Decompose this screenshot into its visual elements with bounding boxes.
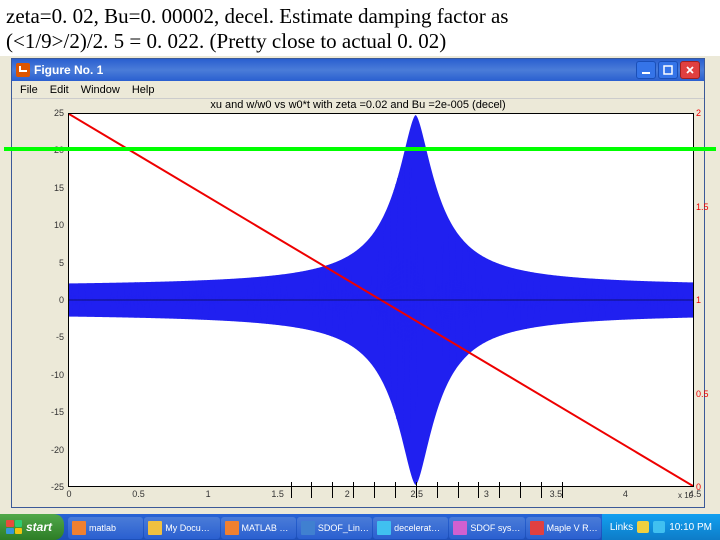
caption-line2: (<1/9>/2)/2. 5 = 0. 022. (Pretty close t… xyxy=(6,29,714,54)
taskbar-app-label: matlab xyxy=(89,523,116,533)
plot-title: xu and w/w0 vs w0*t with zeta =0.02 and … xyxy=(12,99,704,111)
overflow-tick xyxy=(458,482,459,498)
y-tick-label: 25 xyxy=(44,108,64,118)
y2-tick-label: 1 xyxy=(696,295,701,305)
close-button[interactable] xyxy=(680,61,700,79)
overflow-tick xyxy=(520,482,521,498)
menubar: File Edit Window Help xyxy=(12,81,704,99)
app-icon xyxy=(16,63,30,77)
overflow-tick xyxy=(562,482,563,498)
menu-help[interactable]: Help xyxy=(126,84,161,96)
app-icon xyxy=(301,521,315,535)
y2-tick-label: 0.5 xyxy=(696,389,709,399)
taskbar-app-label: Maple V R… xyxy=(547,523,598,533)
tray-icon xyxy=(653,521,665,533)
taskbar-app-label: SDOF sys… xyxy=(470,523,520,533)
overflow-tick xyxy=(332,482,333,498)
tray-icon xyxy=(637,521,649,533)
desktop: Figure No. 1 File Edit Window Help xu an… xyxy=(0,56,720,540)
app-icon xyxy=(72,521,86,535)
taskbar-app-label: MATLAB … xyxy=(242,523,289,533)
y-tick-label: -20 xyxy=(44,445,64,455)
app-icon xyxy=(225,521,239,535)
app-icon xyxy=(148,521,162,535)
app-icon xyxy=(377,521,391,535)
x-tick-label: 4 xyxy=(616,489,634,499)
minimize-button[interactable] xyxy=(636,61,656,79)
titlebar[interactable]: Figure No. 1 xyxy=(12,59,704,81)
start-label: start xyxy=(26,520,52,534)
x-tick-label: 1 xyxy=(199,489,217,499)
taskbar-app-label: My Docu… xyxy=(165,523,210,533)
x-tick-label: 1.5 xyxy=(269,489,287,499)
window-title: Figure No. 1 xyxy=(34,63,103,77)
overflow-tick xyxy=(353,482,354,498)
y-tick-label: -15 xyxy=(44,407,64,417)
taskbar: start matlab My Docu… MATLAB … SDOF_Lin… dec… xyxy=(0,514,720,540)
x-tick-label: 0 xyxy=(60,489,78,499)
windows-logo-icon xyxy=(6,520,22,534)
app-icon xyxy=(453,521,467,535)
y-tick-label: 15 xyxy=(44,183,64,193)
taskbar-app-button[interactable]: matlab xyxy=(68,517,143,539)
y-tick-label: 10 xyxy=(44,220,64,230)
y-tick-label: 0 xyxy=(44,295,64,305)
links-label: Links xyxy=(610,522,633,533)
overflow-tick xyxy=(311,482,312,498)
x-tick-label: 4.5 xyxy=(686,489,704,499)
app-icon xyxy=(530,521,544,535)
overflow-tick xyxy=(437,482,438,498)
overflow-tick xyxy=(395,482,396,498)
x-tick-label: 2.5 xyxy=(408,489,426,499)
menu-window[interactable]: Window xyxy=(75,84,126,96)
taskbar-app-label: SDOF_Lin… xyxy=(318,523,369,533)
overflow-tick xyxy=(478,482,479,498)
figure-window: Figure No. 1 File Edit Window Help xu an… xyxy=(11,58,705,508)
taskbar-app-label: decelerat… xyxy=(394,523,440,533)
taskbar-app-button[interactable]: My Docu… xyxy=(144,517,219,539)
taskbar-app-button[interactable]: Maple V R… xyxy=(526,517,601,539)
overflow-tick xyxy=(374,482,375,498)
taskbar-app-button[interactable]: SDOF sys… xyxy=(449,517,524,539)
system-tray[interactable]: Links 10:10 PM xyxy=(602,514,720,540)
overflow-tick xyxy=(291,482,292,498)
taskbar-app-button[interactable]: decelerat… xyxy=(373,517,448,539)
taskbar-app-button[interactable]: SDOF_Lin… xyxy=(297,517,372,539)
menu-file[interactable]: File xyxy=(14,84,44,96)
y2-tick-label: 1.5 xyxy=(696,202,709,212)
plot-area xyxy=(68,113,694,487)
overflow-tick xyxy=(541,482,542,498)
green-overlay-line xyxy=(4,147,716,151)
y-tick-label: -5 xyxy=(44,332,64,342)
overflow-tick xyxy=(499,482,500,498)
y2-tick-label: 2 xyxy=(696,108,701,118)
y-tick-label: 5 xyxy=(44,258,64,268)
menu-edit[interactable]: Edit xyxy=(44,84,75,96)
maximize-button[interactable] xyxy=(658,61,678,79)
y-tick-label: -10 xyxy=(44,370,64,380)
tray-clock: 10:10 PM xyxy=(669,522,712,533)
taskbar-app-button[interactable]: MATLAB … xyxy=(221,517,296,539)
start-button[interactable]: start xyxy=(0,514,64,540)
caption-line1: zeta=0. 02, Bu=0. 00002, decel. Estimate… xyxy=(6,4,714,29)
x-tick-label: 0.5 xyxy=(130,489,148,499)
resonance-chart xyxy=(69,114,693,486)
overflow-tick xyxy=(416,482,417,498)
x-tick-label: 3 xyxy=(477,489,495,499)
